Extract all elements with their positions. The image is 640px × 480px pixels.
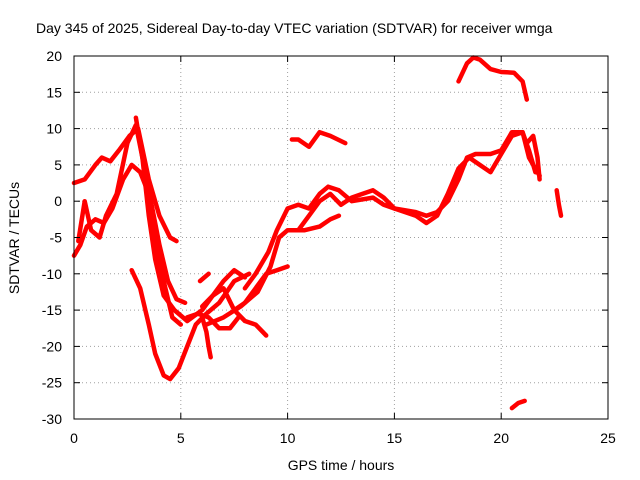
y-tick-label: -5	[50, 230, 63, 246]
y-tick-labels: -30 -25 -20 -15 -10 -5 0 5 10 15 20	[42, 48, 62, 427]
series-arc-11	[204, 213, 342, 327]
x-tick-label: 15	[387, 430, 403, 446]
y-tick-label: -25	[42, 375, 62, 391]
y-tick-label: 15	[46, 84, 62, 100]
y-tick-label: -15	[42, 302, 62, 318]
y-tick-label: 0	[54, 193, 62, 209]
chart-title: Day 345 of 2025, Sidereal Day-to-day VTE…	[36, 20, 553, 36]
grid	[74, 56, 608, 419]
series-arc-14	[289, 129, 348, 150]
series-arc-5	[133, 115, 188, 306]
series-arc-13	[296, 129, 542, 233]
series-arc-16	[524, 133, 542, 182]
data-layer	[71, 55, 564, 411]
y-tick-label: -30	[42, 411, 62, 427]
y-tick-label: -20	[42, 338, 62, 354]
series-arc-4	[129, 267, 252, 382]
x-tick-label: 25	[600, 430, 616, 446]
y-tick-label: 5	[54, 157, 62, 173]
y-axis-label: SDTVAR / TECUs	[6, 182, 22, 294]
x-tick-label: 20	[493, 430, 509, 446]
series-arc-15	[456, 55, 530, 102]
series-arc-18	[509, 398, 527, 411]
series-arc-1	[71, 126, 179, 244]
x-tick-labels: 0 5 10 15 20 25	[70, 430, 616, 446]
axis-ticks	[73, 55, 609, 420]
x-tick-label: 10	[280, 430, 296, 446]
y-tick-label: 10	[46, 121, 62, 137]
y-tick-label: 20	[46, 48, 62, 64]
x-axis-label: GPS time / hours	[288, 457, 395, 473]
x-tick-label: 5	[177, 430, 185, 446]
x-tick-label: 0	[70, 430, 78, 446]
series-arc-8	[197, 271, 211, 284]
y-tick-label: -10	[42, 266, 62, 282]
series-arc-17	[554, 188, 564, 218]
